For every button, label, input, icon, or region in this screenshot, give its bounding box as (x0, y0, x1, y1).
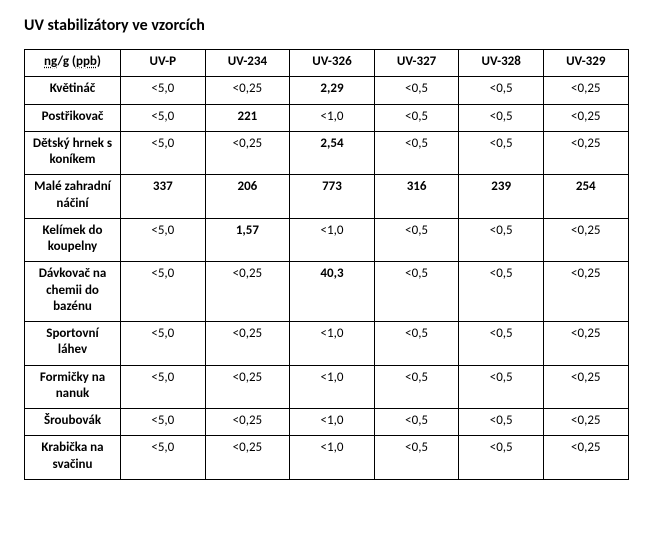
table-row: Formičky na nanuk<5,0<0,25<1,0<0,5<0,5<0… (25, 365, 629, 409)
table-cell: 221 (205, 104, 290, 131)
table-cell: <0,5 (374, 131, 459, 175)
row-label: Šroubovák (25, 409, 121, 436)
table-cell: 40,3 (290, 262, 375, 322)
table-cell: <0,5 (459, 104, 544, 131)
table-cell: <0,5 (459, 322, 544, 366)
table-cell: 206 (205, 175, 290, 219)
header-col: UV-P (121, 50, 206, 77)
table-cell: <0,25 (543, 322, 628, 366)
table-cell: <0,5 (459, 218, 544, 262)
table-cell: <0,5 (374, 409, 459, 436)
table-cell: <0,5 (459, 262, 544, 322)
table-cell: <5,0 (121, 218, 206, 262)
table-cell: <0,25 (543, 262, 628, 322)
table-cell: <0,25 (205, 131, 290, 175)
table-cell: <1,0 (290, 436, 375, 480)
table-row: Dětský hrnek s koníkem<5,0<0,252,54<0,5<… (25, 131, 629, 175)
row-label: Kelímek do koupelny (25, 218, 121, 262)
table-cell: <0,25 (543, 218, 628, 262)
header-col: UV-329 (543, 50, 628, 77)
table-cell: <0,5 (374, 262, 459, 322)
header-col: UV-234 (205, 50, 290, 77)
table-cell: <0,5 (459, 77, 544, 104)
table-row: Květináč<5,0<0,252,29<0,5<0,5<0,25 (25, 77, 629, 104)
table-row: Sportovní láhev<5,0<0,25<1,0<0,5<0,5<0,2… (25, 322, 629, 366)
table-row: Kelímek do koupelny<5,01,57<1,0<0,5<0,5<… (25, 218, 629, 262)
table-cell: <0,25 (543, 131, 628, 175)
table-cell: 337 (121, 175, 206, 219)
table-cell: <0,5 (374, 104, 459, 131)
table-cell: <0,25 (543, 104, 628, 131)
table-cell: <1,0 (290, 322, 375, 366)
table-cell: <0,5 (374, 77, 459, 104)
table-cell: <5,0 (121, 436, 206, 480)
header-col: UV-327 (374, 50, 459, 77)
table-cell: <0,25 (205, 262, 290, 322)
table-cell: <0,5 (459, 131, 544, 175)
row-label: Dětský hrnek s koníkem (25, 131, 121, 175)
row-label: Malé zahradní náčiní (25, 175, 121, 219)
table-cell: <0,5 (374, 322, 459, 366)
page: UV stabilizátory ve vzorcích ng/g (ppb) … (0, 0, 654, 536)
table-cell: <1,0 (290, 218, 375, 262)
table-cell: <0,5 (459, 436, 544, 480)
table-cell: <0,25 (205, 409, 290, 436)
table-cell: 773 (290, 175, 375, 219)
table-cell: <0,25 (543, 77, 628, 104)
table-cell: <0,25 (543, 436, 628, 480)
table-cell: <1,0 (290, 365, 375, 409)
table-cell: <0,25 (205, 322, 290, 366)
header-rowlabel: ng/g (ppb) (25, 50, 121, 77)
table-cell: <0,25 (205, 77, 290, 104)
table-cell: <0,5 (459, 409, 544, 436)
table-cell: <5,0 (121, 365, 206, 409)
table-cell: <5,0 (121, 77, 206, 104)
table-row: Dávkovač na chemii do bazénu<5,0<0,2540,… (25, 262, 629, 322)
table-cell: <1,0 (290, 104, 375, 131)
table-cell: <0,25 (543, 409, 628, 436)
table-cell: <5,0 (121, 409, 206, 436)
table-cell: <5,0 (121, 104, 206, 131)
table-body: Květináč<5,0<0,252,29<0,5<0,5<0,25Postři… (25, 77, 629, 480)
table-cell: 2,29 (290, 77, 375, 104)
table-header-row: ng/g (ppb) UV-P UV-234 UV-326 UV-327 UV-… (25, 50, 629, 77)
table-cell: <5,0 (121, 262, 206, 322)
row-label: Formičky na nanuk (25, 365, 121, 409)
table-cell: 316 (374, 175, 459, 219)
header-col: UV-326 (290, 50, 375, 77)
row-label: Květináč (25, 77, 121, 104)
page-title: UV stabilizátory ve vzorcích (24, 16, 634, 35)
table-cell: <0,5 (374, 365, 459, 409)
table-cell: <0,5 (374, 436, 459, 480)
header-col: UV-328 (459, 50, 544, 77)
table-cell: <5,0 (121, 322, 206, 366)
table-cell: 2,54 (290, 131, 375, 175)
table-cell: <0,25 (205, 436, 290, 480)
table-row: Krabička na svačinu<5,0<0,25<1,0<0,5<0,5… (25, 436, 629, 480)
table-cell: 254 (543, 175, 628, 219)
table-row: Malé zahradní náčiní337206773316239254 (25, 175, 629, 219)
table-cell: 1,57 (205, 218, 290, 262)
data-table: ng/g (ppb) UV-P UV-234 UV-326 UV-327 UV-… (24, 49, 629, 480)
table-cell: <0,25 (205, 365, 290, 409)
table-cell: <0,25 (543, 365, 628, 409)
row-label: Postřikovač (25, 104, 121, 131)
table-cell: <0,5 (459, 365, 544, 409)
table-cell: <1,0 (290, 409, 375, 436)
table-cell: <5,0 (121, 131, 206, 175)
row-label: Krabička na svačinu (25, 436, 121, 480)
table-row: Šroubovák<5,0<0,25<1,0<0,5<0,5<0,25 (25, 409, 629, 436)
row-label: Dávkovač na chemii do bazénu (25, 262, 121, 322)
row-label: Sportovní láhev (25, 322, 121, 366)
table-cell: 239 (459, 175, 544, 219)
table-cell: <0,5 (374, 218, 459, 262)
table-row: Postřikovač<5,0221<1,0<0,5<0,5<0,25 (25, 104, 629, 131)
